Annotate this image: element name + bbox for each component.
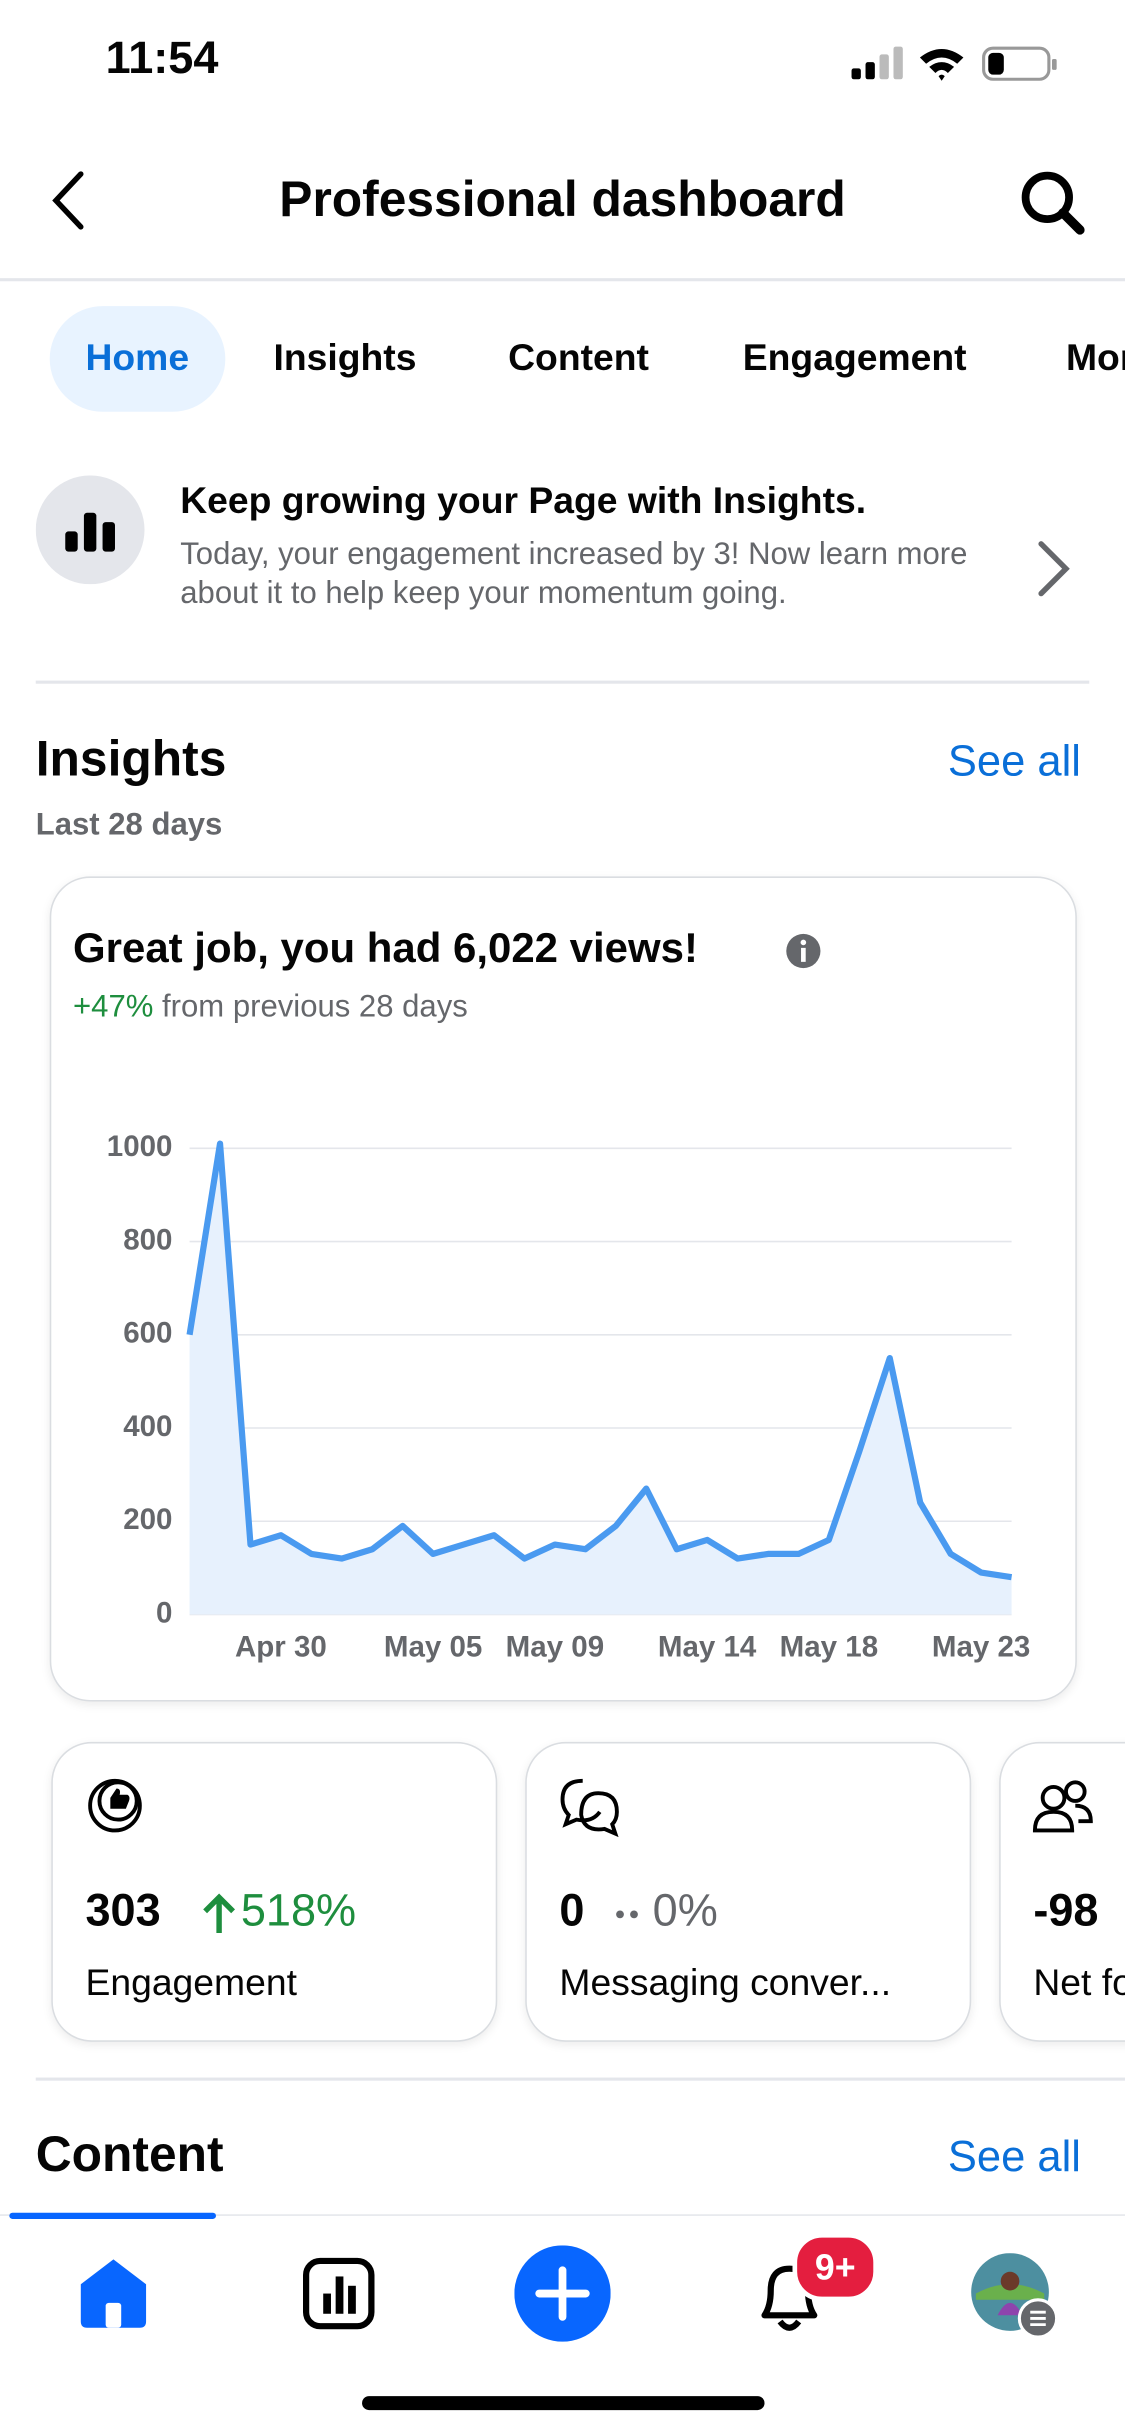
- tab[interactable]: Insights: [273, 337, 417, 380]
- metric-label: Net followers: [1033, 1962, 1125, 2005]
- metric-card[interactable]: 303 518% Engagement: [51, 1741, 498, 2042]
- metric-value: 303: [85, 1886, 161, 1937]
- home-indicator: [362, 2396, 765, 2411]
- y-tick-label: 1000: [107, 1130, 173, 1163]
- banner-icon: [35, 475, 145, 585]
- area: [189, 1143, 1012, 1615]
- page-title: Professional dashboard: [279, 170, 846, 227]
- up-arrow: [203, 1893, 236, 1934]
- x-tick-label: May 18: [780, 1630, 878, 1663]
- line: [186, 1140, 1013, 1581]
- status-time: 11:54: [105, 34, 219, 84]
- tab[interactable]: Home: [49, 306, 225, 412]
- y-tick-label: 200: [123, 1503, 172, 1536]
- see-all-link[interactable]: See all: [947, 2131, 1081, 2181]
- banner-chevron[interactable]: [1032, 538, 1076, 600]
- change-percent: +47%: [73, 989, 154, 1025]
- neutral-dots: [616, 1910, 638, 1919]
- nav-profile[interactable]: [970, 2253, 1060, 2343]
- metric-value: 0: [559, 1886, 585, 1937]
- y-tick-label: 800: [123, 1223, 172, 1256]
- metric-card[interactable]: 0 0% Messaging conver...: [525, 1741, 972, 2042]
- nav-create[interactable]: [514, 2245, 611, 2342]
- y-tick-label: 400: [123, 1410, 172, 1443]
- tab[interactable]: More: [1065, 337, 1125, 380]
- metric-label: Engagement: [85, 1962, 297, 2005]
- x-tick-label: May 05: [384, 1630, 482, 1663]
- x-tick-label: Apr 30: [235, 1630, 327, 1663]
- section-title: Content: [35, 2125, 224, 2182]
- y-tick-label: 0: [156, 1596, 172, 1629]
- nav-notifications[interactable]: [752, 2256, 827, 2334]
- period-label: Last 28 days: [35, 808, 223, 843]
- section-title: Insights: [35, 730, 227, 787]
- divider: [0, 278, 1125, 282]
- metric-value: -98: [1033, 1886, 1099, 1937]
- search-button[interactable]: [1018, 168, 1089, 239]
- back-button[interactable]: [47, 168, 94, 233]
- banner-title: Keep growing your Page with Insights.: [180, 480, 867, 523]
- change-text: from previous 28 days: [162, 989, 468, 1025]
- messaging-icon: [560, 1778, 619, 1838]
- see-all-link[interactable]: See all: [947, 736, 1081, 785]
- divider: [35, 680, 1090, 684]
- tab[interactable]: Engagement: [742, 337, 967, 380]
- notification-badge: 9+: [792, 2232, 878, 2302]
- x-tick-label: May 09: [506, 1630, 604, 1663]
- tab[interactable]: Content: [508, 337, 649, 380]
- x-tick-label: May 23: [932, 1630, 1030, 1663]
- followers-icon: [1032, 1780, 1093, 1833]
- metric-change: 0%: [652, 1886, 718, 1937]
- metric-card[interactable]: -98 Net followers: [999, 1741, 1125, 2042]
- divider: [35, 2077, 1125, 2081]
- nav-home[interactable]: [75, 2256, 153, 2331]
- metric-label: Messaging conver...: [559, 1962, 892, 2005]
- info-icon[interactable]: [785, 932, 822, 969]
- banner-body: Today, your engagement increased by 3! N…: [180, 537, 968, 611]
- engagement-icon: [88, 1778, 142, 1833]
- card-headline: Great job, you had 6,022 views!: [73, 924, 698, 972]
- active-indicator: [9, 2212, 216, 2219]
- status-icons: [851, 46, 1057, 81]
- y-tick-label: 600: [123, 1317, 172, 1350]
- x-tick-label: May 14: [658, 1630, 757, 1663]
- nav-insights[interactable]: [301, 2256, 376, 2331]
- metric-change: 518%: [240, 1886, 357, 1937]
- views-chart: 0 200 400 600 800 1000 Apr 30 May 05 May 09 May 1…: [107, 1130, 1031, 1663]
- card-change: +47% from previous 28 days: [73, 990, 468, 1026]
